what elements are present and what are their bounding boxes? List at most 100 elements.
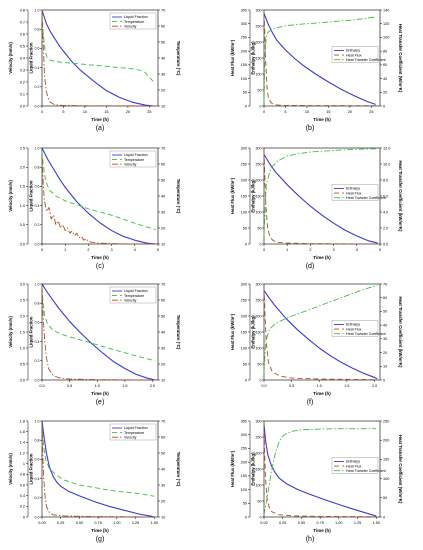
series-line bbox=[41, 423, 155, 518]
inner-y-axis-label: Enthalpy (kJ/kg) bbox=[251, 452, 256, 486]
x-tick-label: 0.75 bbox=[94, 521, 101, 525]
series-line bbox=[263, 151, 378, 245]
x-axis-label: Time (h) bbox=[313, 528, 331, 533]
right-y-tick-label: 50 bbox=[161, 451, 165, 455]
x-tick-label: 0.0 bbox=[261, 384, 266, 388]
outer-y-tick-label: 1 bbox=[23, 462, 25, 466]
inner-y-tick-label: 200 bbox=[256, 40, 262, 44]
right-y-tick-label: 20 bbox=[161, 499, 165, 503]
inner-y-tick-label: 0.0 bbox=[35, 242, 40, 246]
legend-label: Liquid Fraction bbox=[124, 289, 148, 293]
x-tick-label: 25 bbox=[369, 110, 373, 114]
right-y-tick-label: 20 bbox=[161, 362, 165, 366]
series-line bbox=[263, 16, 376, 103]
outer-y-tick-label: 0.5 bbox=[20, 362, 25, 366]
x-tick-label: 1.0 bbox=[95, 384, 100, 388]
right-y-axis-label: Temperature (°C) bbox=[176, 41, 181, 76]
inner-y-axis-label: Enthalpy (kJ/kg) bbox=[251, 315, 256, 349]
right-y-tick-label: 50 bbox=[383, 496, 387, 500]
right-y-tick-label: 30 bbox=[161, 210, 165, 214]
legend-label: Enthalpy bbox=[346, 460, 360, 464]
right-y-tick-label: 8.0 bbox=[383, 178, 388, 182]
x-axis-label: Time (h) bbox=[91, 255, 109, 260]
outer-y-tick-label: 50 bbox=[243, 362, 247, 366]
legend-label: Enthalpy bbox=[346, 323, 360, 327]
inner-y-tick-label: 300 bbox=[256, 146, 262, 150]
series-line bbox=[263, 428, 377, 516]
right-y-axis-label: Temperature (°C) bbox=[176, 315, 181, 350]
series-line bbox=[41, 424, 155, 497]
inner-y-tick-label: 100 bbox=[256, 72, 262, 76]
outer-y-tick-label: 350 bbox=[241, 8, 247, 12]
inner-y-tick-label: 0 bbox=[260, 378, 262, 382]
inner-y-tick-label: 200 bbox=[256, 314, 262, 318]
x-tick-label: 0.00 bbox=[260, 521, 267, 525]
inner-y-tick-label: 0.0 bbox=[35, 104, 40, 108]
right-y-tick-label: 30 bbox=[161, 346, 165, 350]
inner-y-tick-label: 0.8 bbox=[35, 439, 40, 443]
legend-label: Velocity bbox=[124, 298, 137, 302]
right-y-tick-label: 70 bbox=[383, 282, 387, 286]
x-axis-label: Time (h) bbox=[91, 391, 109, 396]
inner-y-tick-label: 0.6 bbox=[35, 458, 40, 462]
inner-y-tick-label: 300 bbox=[256, 8, 262, 12]
outer-y-tick-label: 0.2 bbox=[20, 505, 25, 509]
inner-y-axis-label: Enthalpy (kJ/kg) bbox=[251, 179, 256, 213]
inner-y-tick-label: 0.6 bbox=[35, 185, 40, 189]
legend-label: Temperature bbox=[124, 158, 144, 162]
right-y-tick-label: 150 bbox=[383, 458, 389, 462]
legend-label: Velocity bbox=[124, 435, 137, 439]
inner-y-tick-label: 100 bbox=[256, 210, 262, 214]
x-tick-label: 1.0 bbox=[317, 384, 322, 388]
panel-caption: (e) bbox=[96, 399, 105, 406]
right-y-tick-label: 0 bbox=[383, 515, 385, 519]
x-tick-label: 1.50 bbox=[373, 521, 380, 525]
legend-label: Enthalpy bbox=[346, 187, 360, 191]
inner-y-tick-label: 0.6 bbox=[35, 47, 40, 51]
right-y-tick-label: 40 bbox=[161, 467, 165, 471]
outer-y-tick-label: 0.6 bbox=[20, 32, 25, 36]
x-tick-label: 15 bbox=[326, 110, 330, 114]
right-y-tick-label: 70 bbox=[161, 8, 165, 12]
series-line bbox=[41, 155, 156, 245]
outer-y-tick-label: 1.6 bbox=[20, 430, 25, 434]
inner-y-tick-label: 0.8 bbox=[35, 166, 40, 170]
right-y-tick-label: 20 bbox=[383, 91, 387, 95]
inner-y-tick-label: 0.0 bbox=[35, 515, 40, 519]
x-tick-label: 4 bbox=[134, 248, 136, 252]
legend-label: Heat Flux bbox=[346, 53, 362, 57]
x-tick-label: 15 bbox=[104, 110, 108, 114]
right-y-tick-label: 140 bbox=[383, 8, 389, 12]
outer-y-tick-label: 300 bbox=[241, 22, 247, 26]
outer-y-tick-label: 350 bbox=[241, 419, 247, 423]
outer-y-tick-label: 0.2 bbox=[20, 80, 25, 84]
right-y-tick-label: 40 bbox=[383, 77, 387, 81]
inner-y-tick-label: 1.0 bbox=[35, 8, 40, 12]
right-y-tick-label: 40 bbox=[383, 323, 387, 327]
outer-y-tick-label: 0 bbox=[245, 515, 247, 519]
x-tick-label: 1.00 bbox=[113, 521, 120, 525]
inner-y-tick-label: 50 bbox=[258, 499, 262, 503]
chart-panel: 0.00 0.25 0.50 0.75 1.00 1.25 1.50 Time (h) 0 0.2… bbox=[8, 419, 181, 543]
inner-y-tick-label: 150 bbox=[256, 467, 262, 471]
x-tick-label: 0.75 bbox=[316, 521, 323, 525]
right-y-tick-label: 100 bbox=[383, 36, 389, 40]
outer-y-tick-label: 1.5 bbox=[20, 185, 25, 189]
right-y-tick-label: 10 bbox=[161, 242, 165, 246]
outer-y-tick-label: 200 bbox=[241, 49, 247, 53]
legend-label: Enthalpy bbox=[346, 49, 360, 53]
legend-label: Temperature bbox=[124, 431, 144, 435]
series-line bbox=[263, 284, 378, 374]
series-line bbox=[41, 9, 154, 107]
x-tick-label: 4 bbox=[356, 248, 358, 252]
right-y-axis-label: Temperature (°C) bbox=[176, 452, 181, 487]
outer-y-tick-label: 300 bbox=[241, 433, 247, 437]
inner-y-tick-label: 0.2 bbox=[35, 496, 40, 500]
series-line bbox=[263, 424, 377, 517]
inner-y-tick-label: 0 bbox=[260, 104, 262, 108]
inner-y-tick-label: 250 bbox=[256, 298, 262, 302]
inner-y-tick-label: 0.2 bbox=[35, 223, 40, 227]
x-tick-label: 2 bbox=[87, 248, 89, 252]
